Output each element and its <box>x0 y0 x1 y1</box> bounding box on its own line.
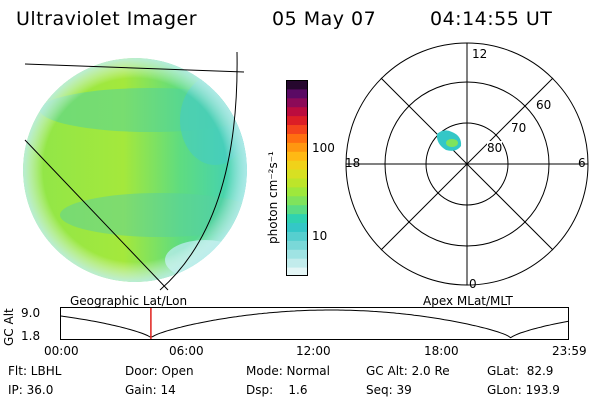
colorbar-tick-100: 100 <box>312 141 335 155</box>
mlat-label-80: 80 <box>487 141 503 155</box>
timeline-x-tick-0: 00:00 <box>44 344 79 358</box>
timeline-x-tick-3: 18:00 <box>424 344 459 358</box>
colorbar-swatch <box>286 249 308 259</box>
altitude-timeline <box>60 307 570 340</box>
colorbar-unit-label: photon cm⁻²s⁻¹ <box>266 151 280 244</box>
mlat-label-60: 60 <box>536 98 552 112</box>
colorbar-swatch <box>286 88 308 99</box>
colorbar-swatch <box>286 267 308 276</box>
status-ip: IP: 36.0 <box>8 383 54 397</box>
colorbar-swatch <box>286 169 308 179</box>
timeline-x-tick-1: 06:00 <box>169 344 204 358</box>
colorbar-swatch <box>286 151 308 161</box>
colorbar <box>286 80 308 276</box>
status-gc-alt: GC Alt: 2.0 Re <box>366 364 450 378</box>
colorbar-swatch <box>286 133 308 143</box>
timeline-y-axis-label: GC Alt <box>2 308 16 346</box>
colorbar-swatch <box>286 258 308 268</box>
mlt-label-12: 12 <box>472 47 488 61</box>
colorbar-swatch <box>286 231 308 241</box>
geographic-panel-label: Geographic Lat/Lon <box>70 294 188 308</box>
colorbar-swatch <box>286 213 308 224</box>
colorbar-swatch <box>286 80 308 90</box>
mlt-label-18: 18 <box>345 156 361 170</box>
time-label: 04:14:55 UT <box>430 8 553 30</box>
timeline-x-tick-4: 23:59 <box>552 344 587 358</box>
date-label: 05 May 07 <box>272 8 377 30</box>
timeline-y-tick-min: 1.8 <box>21 329 41 343</box>
colorbar-swatch <box>286 97 308 108</box>
geographic-image-panel <box>23 51 247 291</box>
colorbar-swatch <box>286 222 308 232</box>
auroral-image <box>23 58 247 282</box>
status-gain: Gain: 14 <box>125 383 176 397</box>
colorbar-swatch <box>286 240 308 250</box>
colorbar-swatch <box>286 115 308 126</box>
colorbar-swatch <box>286 186 308 197</box>
status-glon: GLon: 193.9 <box>487 383 560 397</box>
instrument-title: Ultraviolet Imager <box>16 8 198 30</box>
status-door: Door: Open <box>125 364 194 378</box>
colorbar-swatch <box>286 124 308 134</box>
mlt-label-6: 6 <box>578 156 586 170</box>
colorbar-swatch <box>286 142 308 152</box>
status-glat: GLat: 82.9 <box>487 364 554 378</box>
status-mode: Mode: Normal <box>246 364 330 378</box>
timeline-x-tick-2: 12:00 <box>296 344 331 358</box>
status-seq: Seq: 39 <box>366 383 412 397</box>
mlt-label-0: 0 <box>469 277 477 291</box>
timeline-y-tick-max: 9.0 <box>21 306 41 320</box>
geographic-grid-lines <box>24 51 245 291</box>
colorbar-swatch <box>286 204 308 215</box>
status-filter: Flt: LBHL <box>8 364 62 378</box>
polar-plot <box>345 42 589 286</box>
colorbar-swatch <box>286 195 308 206</box>
status-dsp: Dsp: 1.6 <box>246 383 308 397</box>
apex-panel-label: Apex MLat/MLT <box>423 294 513 308</box>
colorbar-swatch <box>286 160 308 170</box>
colorbar-swatch <box>286 106 308 117</box>
colorbar-tick-10: 10 <box>312 229 328 243</box>
colorbar-swatch <box>286 178 308 188</box>
mlat-label-70: 70 <box>511 121 527 135</box>
